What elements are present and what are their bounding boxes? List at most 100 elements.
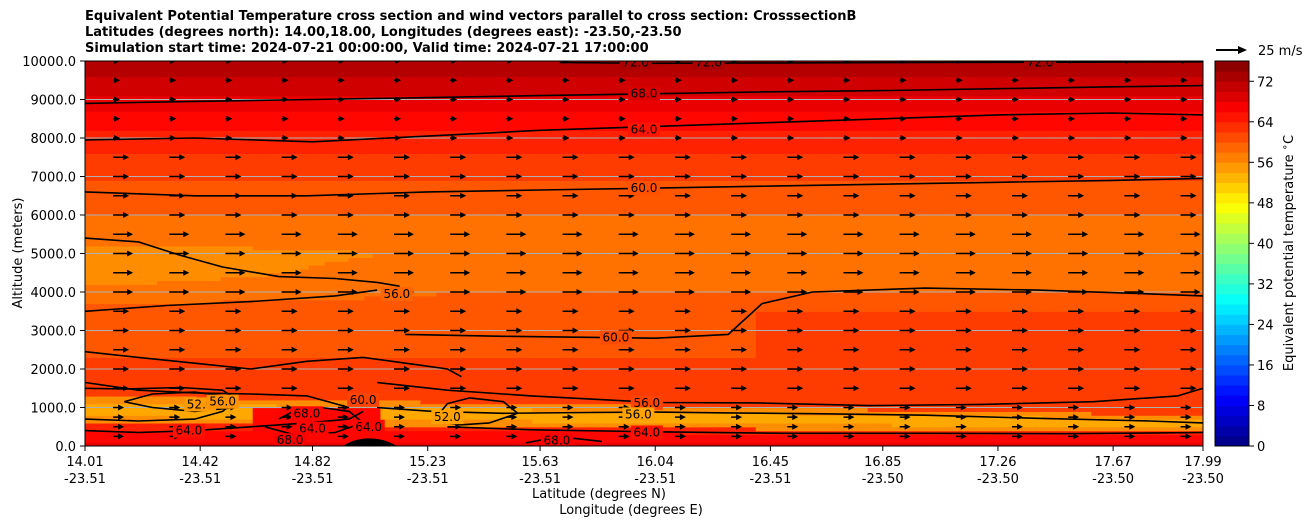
- field-cell: [164, 76, 174, 81]
- field-cell: [244, 388, 254, 393]
- field-cell: [316, 365, 326, 370]
- field-cell: [428, 345, 437, 351]
- field-cell: [396, 430, 406, 436]
- field-cell: [372, 199, 382, 205]
- field-cell: [180, 141, 190, 147]
- field-cell: [212, 307, 222, 312]
- field-cell: [332, 141, 342, 147]
- field-cell: [388, 138, 398, 143]
- field-cell: [420, 122, 429, 128]
- field-cell: [188, 388, 198, 393]
- field-cell: [332, 72, 342, 77]
- field-cell: [180, 134, 190, 139]
- field-cell: [140, 134, 150, 139]
- field-cell: [252, 361, 262, 366]
- field-cell: [132, 203, 142, 208]
- field-cell: [380, 241, 390, 247]
- field-cell: [188, 226, 198, 231]
- field-cell: [452, 284, 461, 289]
- field-cell: [220, 203, 230, 208]
- field-cell: [132, 222, 142, 228]
- field-cell: [356, 164, 366, 170]
- field-cell: [132, 403, 142, 409]
- field-cell: [460, 134, 469, 139]
- field-cell: [380, 215, 390, 220]
- field-cell: [268, 318, 278, 324]
- field-cell: [92, 288, 102, 293]
- field-cell: [372, 292, 382, 297]
- field-cell: [180, 376, 190, 382]
- field-cell: [220, 91, 230, 97]
- field-cell: [324, 111, 334, 116]
- field-cell: [196, 103, 206, 108]
- field-cell: [164, 180, 174, 185]
- field-cell: [468, 64, 477, 70]
- field-cell: [372, 207, 382, 212]
- field-cell: [292, 419, 302, 424]
- field-cell: [244, 91, 254, 97]
- field-cell: [276, 369, 286, 374]
- field-cell: [404, 299, 414, 305]
- field-cell: [196, 365, 206, 370]
- field-cell: [124, 422, 134, 428]
- field-cell: [468, 211, 477, 216]
- field-cell: [444, 241, 453, 247]
- field-cell: [388, 280, 398, 285]
- field-cell: [276, 395, 286, 401]
- field-cell: [300, 345, 310, 351]
- field-cell: [244, 249, 254, 255]
- field-cell: [340, 315, 350, 320]
- field-cell: [204, 361, 214, 366]
- field-cell: [468, 138, 477, 143]
- field-cell: [444, 238, 453, 243]
- field-cell: [252, 415, 262, 420]
- field-cell: [204, 295, 214, 301]
- field-cell: [348, 195, 358, 201]
- field-cell: [356, 268, 366, 274]
- field-cell: [380, 68, 390, 74]
- field-cell: [332, 188, 342, 193]
- field-cell: [380, 164, 390, 170]
- field-cell: [300, 268, 310, 274]
- field-cell: [444, 276, 453, 282]
- field-cell: [476, 126, 485, 131]
- field-cell: [108, 253, 118, 258]
- field-cell: [460, 161, 469, 166]
- field-cell: [260, 442, 270, 446]
- field-cell: [460, 130, 469, 135]
- field-cell: [300, 99, 310, 104]
- field-cell: [372, 326, 382, 332]
- field-cell: [148, 107, 158, 112]
- field-cell: [436, 322, 445, 328]
- field-cell: [308, 76, 318, 81]
- field-cell: [284, 399, 294, 405]
- field-cell: [468, 376, 477, 382]
- field-cell: [260, 203, 270, 208]
- field-cell: [420, 295, 429, 301]
- field-cell: [212, 161, 222, 166]
- field-cell: [404, 365, 414, 370]
- field-cell: [460, 434, 469, 439]
- field-cell: [260, 399, 270, 405]
- field-cell: [460, 265, 469, 270]
- field-cell: [268, 365, 278, 370]
- field-cell: [452, 211, 461, 216]
- field-cell: [188, 326, 198, 332]
- field-cell: [428, 153, 437, 158]
- field-cell: [476, 295, 485, 301]
- field-cell: [244, 326, 254, 332]
- field-cell: [172, 261, 182, 266]
- field-cell: [148, 311, 158, 316]
- field-cell: [260, 299, 270, 305]
- field-cell: [316, 222, 326, 228]
- field-cell: [340, 353, 350, 359]
- field-cell: [372, 226, 382, 231]
- field-cell: [436, 134, 445, 139]
- field-cell: [148, 222, 158, 228]
- field-cell: [148, 407, 158, 412]
- field-cell: [260, 388, 270, 393]
- field-cell: [396, 103, 406, 108]
- field-cell: [372, 149, 382, 154]
- field-cell: [340, 411, 350, 416]
- field-cell: [244, 172, 254, 178]
